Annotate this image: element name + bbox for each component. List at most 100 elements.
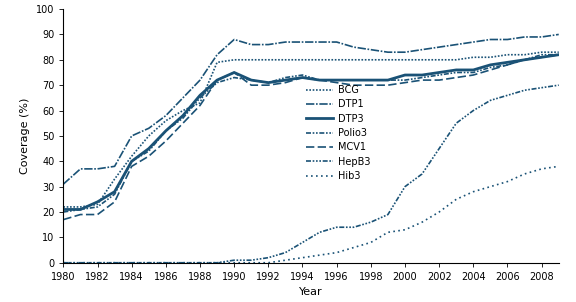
HepB3: [231, 259, 238, 262]
Hib3: [384, 230, 391, 234]
DTP3: [504, 60, 511, 64]
Hib3: [470, 190, 477, 194]
HepB3: [316, 230, 323, 234]
DTP1: [282, 40, 289, 44]
Polio3: [60, 210, 67, 214]
Hib3: [538, 167, 545, 171]
DTP1: [265, 43, 272, 47]
DTP1: [470, 40, 477, 44]
DTP1: [60, 182, 67, 186]
BCG: [538, 50, 545, 54]
Y-axis label: Coverage (%): Coverage (%): [20, 98, 31, 174]
MCV1: [299, 76, 306, 79]
BCG: [180, 109, 187, 112]
DTP1: [180, 96, 187, 100]
MCV1: [60, 218, 67, 221]
Polio3: [282, 76, 289, 79]
Polio3: [333, 78, 340, 82]
Hib3: [333, 251, 340, 254]
DTP1: [521, 35, 528, 39]
DTP1: [333, 40, 340, 44]
DTP1: [128, 134, 135, 138]
BCG: [111, 177, 118, 181]
Polio3: [162, 129, 169, 133]
DTP3: [521, 58, 528, 62]
DTP3: [94, 200, 101, 204]
BCG: [367, 58, 374, 62]
BCG: [470, 56, 477, 59]
Hib3: [419, 220, 426, 224]
Polio3: [265, 81, 272, 85]
Polio3: [453, 71, 460, 74]
Polio3: [316, 78, 323, 82]
BCG: [350, 58, 357, 62]
HepB3: [538, 86, 545, 89]
BCG: [504, 53, 511, 56]
BCG: [521, 53, 528, 56]
DTP3: [180, 114, 187, 117]
Hib3: [350, 246, 357, 249]
Polio3: [128, 159, 135, 163]
HepB3: [555, 83, 562, 87]
DTP3: [299, 76, 306, 79]
MCV1: [128, 165, 135, 168]
DTP3: [367, 78, 374, 82]
BCG: [435, 58, 442, 62]
BCG: [316, 58, 323, 62]
X-axis label: Year: Year: [299, 287, 323, 297]
Hib3: [60, 261, 67, 265]
Polio3: [299, 73, 306, 77]
DTP3: [350, 78, 357, 82]
DTP3: [316, 78, 323, 82]
DTP1: [435, 45, 442, 49]
Polio3: [350, 78, 357, 82]
MCV1: [111, 200, 118, 204]
Polio3: [384, 78, 391, 82]
Hib3: [367, 241, 374, 244]
HepB3: [214, 261, 221, 265]
BCG: [401, 58, 408, 62]
HepB3: [350, 225, 357, 229]
BCG: [299, 58, 306, 62]
DTP3: [77, 208, 84, 211]
MCV1: [282, 81, 289, 85]
Line: MCV1: MCV1: [63, 55, 559, 220]
HepB3: [299, 241, 306, 244]
DTP3: [487, 63, 494, 67]
BCG: [128, 154, 135, 158]
HepB3: [401, 185, 408, 188]
DTP1: [196, 78, 203, 82]
DTP3: [128, 159, 135, 163]
Hib3: [401, 228, 408, 232]
Hib3: [504, 180, 511, 183]
MCV1: [145, 154, 152, 158]
HepB3: [435, 147, 442, 150]
Polio3: [111, 192, 118, 196]
DTP3: [384, 78, 391, 82]
Polio3: [77, 208, 84, 211]
DTP3: [214, 78, 221, 82]
Hib3: [145, 261, 152, 265]
MCV1: [555, 53, 562, 56]
Polio3: [470, 71, 477, 74]
DTP3: [333, 78, 340, 82]
HepB3: [453, 121, 460, 125]
HepB3: [77, 261, 84, 265]
Polio3: [555, 53, 562, 56]
Legend: BCG, DTP1, DTP3, Polio3, MCV1, HepB3, Hib3: BCG, DTP1, DTP3, Polio3, MCV1, HepB3, Hi…: [306, 85, 370, 181]
MCV1: [248, 83, 255, 87]
MCV1: [316, 78, 323, 82]
Polio3: [521, 58, 528, 62]
Polio3: [180, 116, 187, 120]
DTP1: [162, 114, 169, 117]
Hib3: [77, 261, 84, 265]
Polio3: [231, 76, 238, 79]
HepB3: [60, 261, 67, 265]
MCV1: [196, 104, 203, 107]
DTP3: [248, 78, 255, 82]
MCV1: [538, 56, 545, 59]
Hib3: [128, 261, 135, 265]
Polio3: [145, 149, 152, 153]
Hib3: [555, 165, 562, 168]
HepB3: [419, 172, 426, 176]
